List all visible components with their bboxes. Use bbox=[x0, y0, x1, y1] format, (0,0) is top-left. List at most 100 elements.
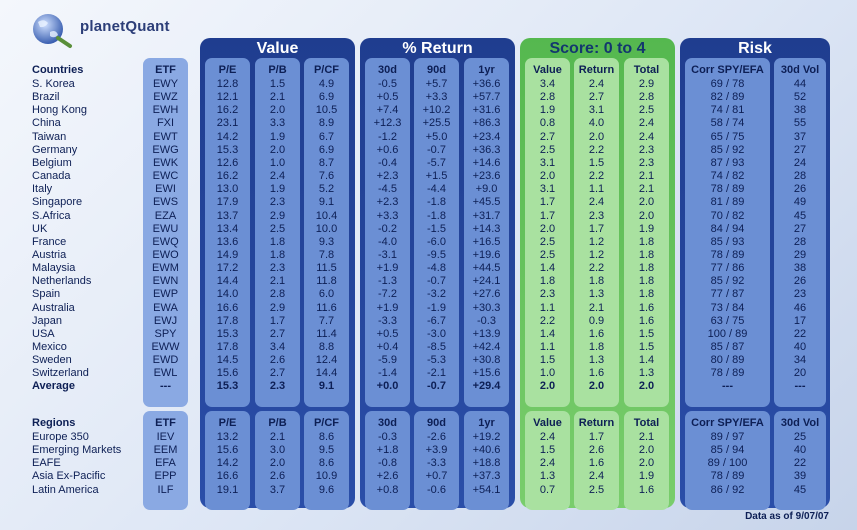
cell-r30: -3.1 bbox=[378, 248, 397, 261]
cell-sv: 1.5 bbox=[539, 354, 556, 367]
cell-r30: -4.0 bbox=[378, 235, 397, 248]
cell-r1y: +24.1 bbox=[472, 275, 501, 288]
cell-sr: 1.6 bbox=[588, 457, 605, 470]
cell-r1y: +30.3 bbox=[472, 301, 501, 314]
cell-sr: 1.2 bbox=[588, 248, 605, 261]
cell-r1y: +14.6 bbox=[472, 156, 501, 169]
cell-etf: EPP bbox=[154, 470, 177, 483]
average-r90: -0.7 bbox=[427, 380, 446, 393]
cell-r1y: +44.5 bbox=[472, 262, 501, 275]
cell-r1y: +19.2 bbox=[472, 431, 501, 443]
row-label: Latin America bbox=[32, 483, 99, 496]
cell-sv: 1.7 bbox=[539, 209, 556, 222]
cell-pcf: 11.8 bbox=[316, 275, 337, 288]
cell-corr: 77 / 87 bbox=[710, 288, 745, 301]
cell-pe: 13.2 bbox=[216, 431, 239, 443]
cell-vol: 52 bbox=[793, 91, 807, 104]
cell-r90: +3.9 bbox=[425, 444, 448, 457]
cell-st: 2.9 bbox=[638, 78, 655, 90]
cell-pb: 2.6 bbox=[269, 470, 286, 483]
cell-st: 1.5 bbox=[638, 341, 655, 353]
cell-etf: EWT bbox=[153, 130, 178, 143]
cell-pcf: 7.6 bbox=[318, 170, 335, 183]
cell-pb: 2.1 bbox=[269, 275, 286, 288]
column-header: Corr SPY/EFA bbox=[691, 64, 764, 76]
cell-pe: 23.1 bbox=[216, 117, 239, 130]
cell-corr: 73 / 84 bbox=[710, 301, 745, 314]
cell-r90: -6.0 bbox=[427, 235, 446, 248]
cell-r30: -1.3 bbox=[378, 275, 397, 288]
cell-etf: EWC bbox=[152, 170, 179, 183]
column-header: 30d bbox=[378, 417, 397, 429]
cell-pcf: 8.6 bbox=[318, 431, 335, 443]
cell-pe: 15.6 bbox=[216, 444, 239, 457]
countries-col-bg bbox=[143, 58, 188, 407]
cell-corr: 78 / 89 bbox=[710, 183, 745, 196]
cell-r1y: +37.3 bbox=[472, 470, 501, 483]
cell-sv: 1.0 bbox=[539, 367, 556, 380]
cell-st: 1.9 bbox=[638, 470, 655, 483]
cell-corr: 84 / 94 bbox=[710, 222, 745, 235]
data-date: Data as of 9/07/07 bbox=[745, 511, 829, 522]
countries-col-bg bbox=[624, 58, 669, 407]
column-header: P/E bbox=[218, 64, 237, 76]
cell-pcf: 11.4 bbox=[316, 327, 337, 340]
cell-pb: 2.9 bbox=[269, 209, 286, 222]
cell-st: 2.0 bbox=[638, 209, 655, 222]
cell-pe: 17.2 bbox=[216, 262, 239, 275]
cell-sv: 0.7 bbox=[539, 483, 556, 496]
regions-col-bg bbox=[774, 411, 826, 510]
cell-sv: 1.9 bbox=[539, 104, 556, 117]
cell-vol: 44 bbox=[793, 78, 807, 90]
cell-pcf: 8.6 bbox=[318, 457, 335, 470]
cell-st: 2.5 bbox=[638, 104, 655, 117]
cell-corr: 74 / 81 bbox=[710, 104, 745, 117]
cell-r1y: +57.7 bbox=[472, 91, 501, 104]
cell-corr: 78 / 89 bbox=[710, 470, 745, 483]
column-header: P/CF bbox=[313, 417, 340, 429]
cell-etf: EWU bbox=[152, 222, 179, 235]
cell-corr: 100 / 89 bbox=[707, 327, 748, 340]
cell-etf: EFA bbox=[155, 457, 176, 470]
cell-r30: -3.3 bbox=[378, 314, 397, 327]
cell-pe: 14.2 bbox=[216, 130, 239, 143]
cell-sr: 1.8 bbox=[588, 341, 605, 353]
cell-vol: 25 bbox=[793, 431, 807, 443]
cell-r30: +7.4 bbox=[376, 104, 399, 117]
average-pb: 2.3 bbox=[269, 380, 286, 393]
cell-etf: EWD bbox=[152, 354, 179, 367]
cell-pcf: 8.8 bbox=[318, 341, 335, 353]
cell-sv: 3.1 bbox=[539, 183, 556, 196]
brand-name: planetQuant bbox=[80, 18, 170, 35]
cell-pe: 16.2 bbox=[216, 170, 239, 183]
cell-etf: EWO bbox=[152, 248, 179, 261]
regions-col-bg bbox=[624, 411, 669, 510]
cell-sr: 2.2 bbox=[588, 170, 605, 183]
cell-vol: 38 bbox=[793, 262, 807, 275]
cell-sv: 1.4 bbox=[539, 327, 556, 340]
cell-corr: 58 / 74 bbox=[710, 117, 745, 130]
cell-r30: +12.3 bbox=[373, 117, 402, 130]
planetquant-logo: planetQuant bbox=[28, 10, 228, 50]
cell-pe: 17.8 bbox=[216, 314, 239, 327]
row-label: Hong Kong bbox=[32, 104, 88, 117]
row-label: Asia Ex-Pacific bbox=[32, 470, 106, 483]
cell-pe: 14.2 bbox=[216, 457, 239, 470]
cell-sr: 1.7 bbox=[588, 222, 605, 235]
cell-pcf: 6.9 bbox=[318, 91, 335, 104]
cell-pcf: 10.0 bbox=[315, 222, 338, 235]
cell-r90: -3.0 bbox=[427, 327, 446, 340]
cell-r30: -0.4 bbox=[378, 156, 397, 169]
cell-etf: EWM bbox=[152, 262, 179, 275]
cell-r30: -0.2 bbox=[378, 222, 397, 235]
cell-pb: 2.1 bbox=[269, 91, 286, 104]
average-pe: 15.3 bbox=[216, 380, 239, 393]
cell-st: 2.8 bbox=[638, 91, 655, 104]
column-header: P/CF bbox=[313, 64, 340, 76]
cell-sr: 1.5 bbox=[588, 156, 605, 169]
regions-col-bg bbox=[414, 411, 459, 510]
cell-r90: -9.5 bbox=[427, 248, 446, 261]
cell-r30: -4.5 bbox=[378, 183, 397, 196]
cell-r1y: +16.5 bbox=[472, 235, 501, 248]
column-header: Total bbox=[633, 417, 660, 429]
